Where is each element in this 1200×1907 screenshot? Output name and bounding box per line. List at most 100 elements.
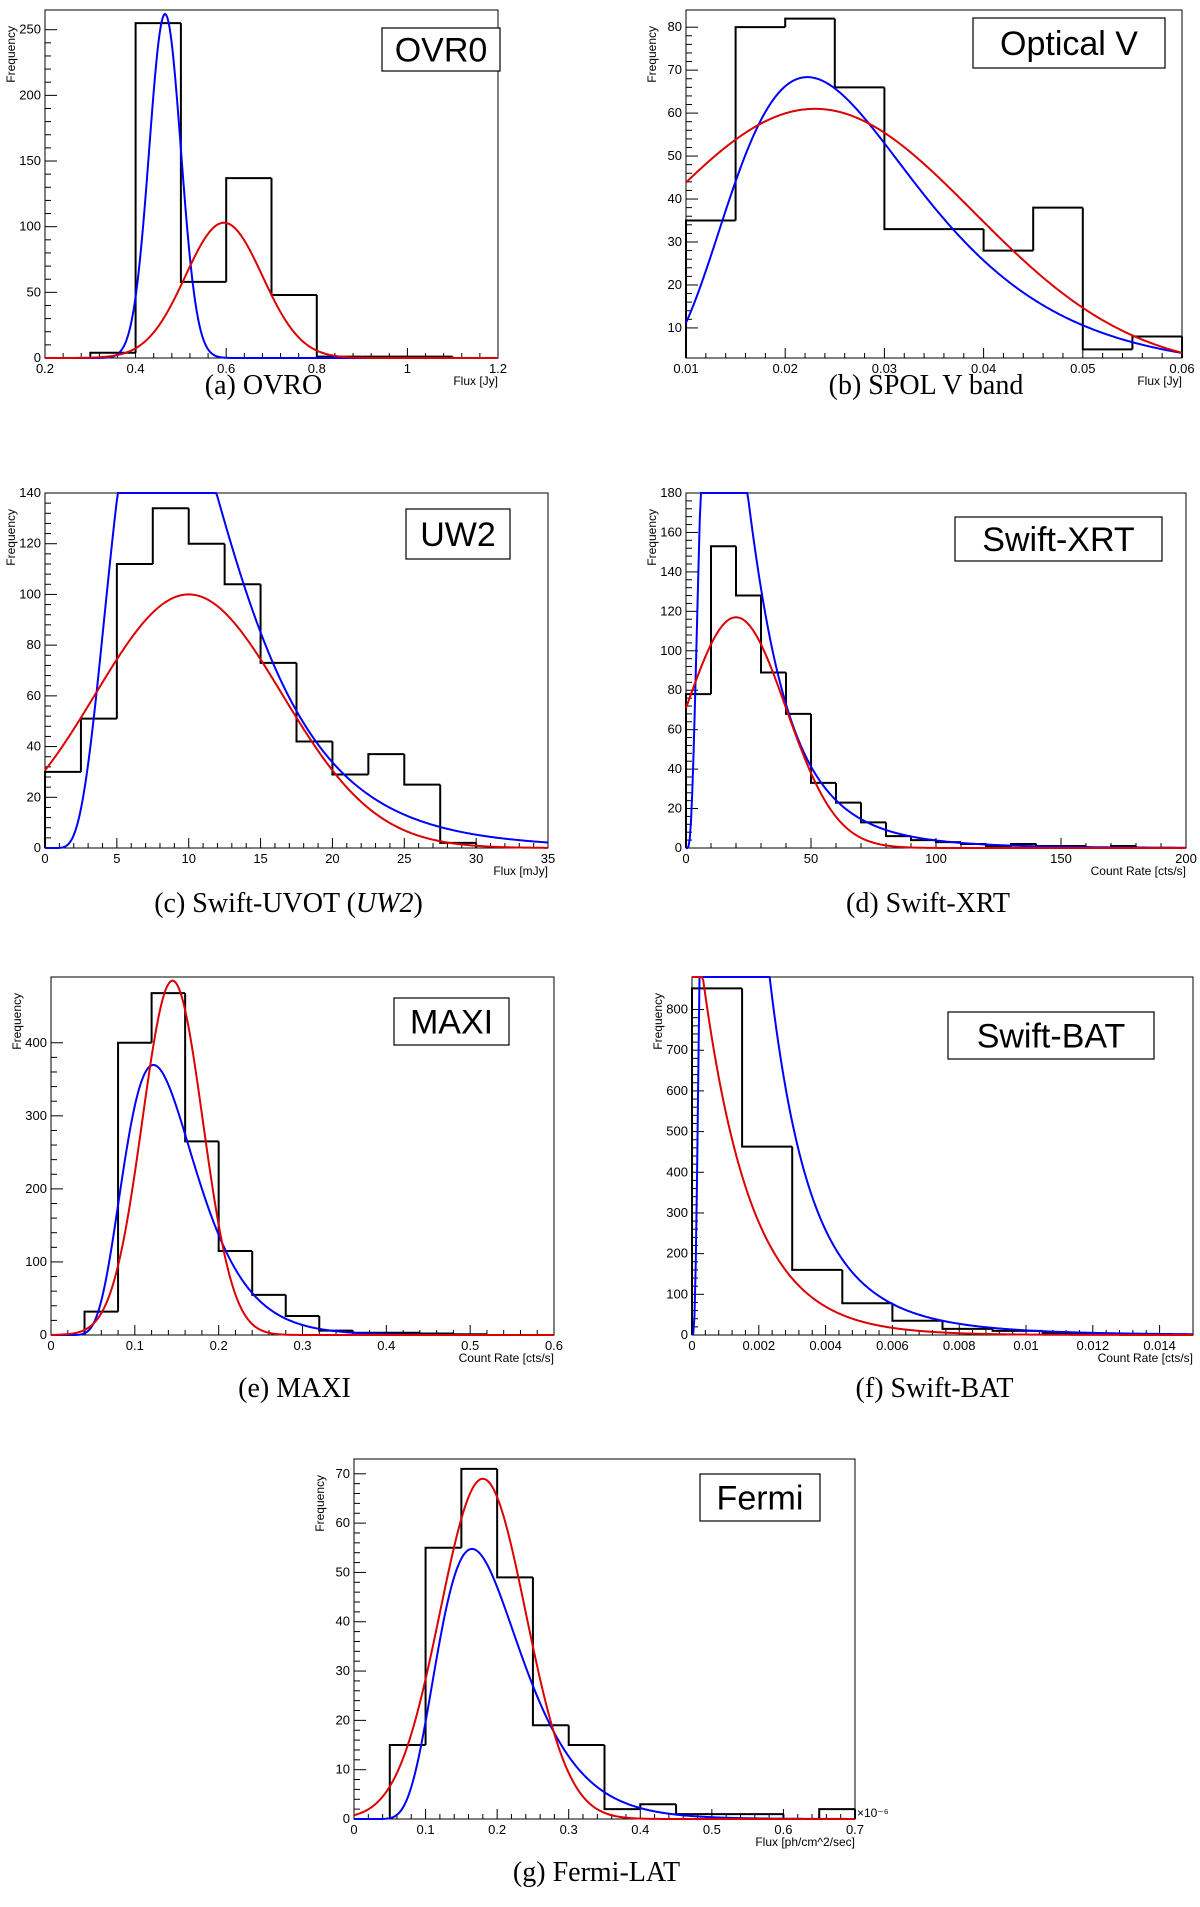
histogram-bin [710,545,736,695]
caption-text: MAXI [276,1373,351,1404]
caption-g: (g) Fermi-LAT [513,1857,680,1889]
x-tick-label: 100 [925,851,947,866]
y-axis-title: Frequency [645,509,659,566]
histogram-bin [318,1316,353,1332]
x-axis-title: Count Rate [cts/s] [1091,864,1186,878]
fit-curve [685,76,1183,354]
legend-label: Swift-BAT [977,1018,1126,1056]
y-tick-label: 100 [666,1286,688,1301]
x-axis-title: Flux [Jy] [1137,374,1182,388]
plot-frame [685,9,1183,359]
fit-curve [685,616,1186,849]
y-tick-label: 160 [660,524,682,539]
legend-box [393,997,510,1046]
histogram-bin [1081,207,1133,351]
y-tick-label: 180 [660,485,682,500]
histogram-bin [44,770,81,848]
y-tick-label: 200 [25,1181,47,1196]
x-tick-label: 0 [47,1338,54,1353]
x-tick-label: 5 [113,851,120,866]
caption-text: SPOL V band [868,370,1024,401]
histogram-bin [151,507,189,564]
y-tick-label: 0 [34,840,41,855]
histogram-bin [150,992,186,1043]
caption-prefix: (f) [855,1373,891,1404]
y-tick-label: 30 [336,1663,350,1678]
x-tick-label: 0 [350,1822,357,1837]
x-tick-label: 0.2 [210,1338,228,1353]
x-tick-label: 150 [1050,851,1072,866]
caption-b: (b) SPOL V band [829,370,1024,402]
x-tick-label: 50 [804,851,818,866]
x-tick-label: 0.1 [417,1822,435,1837]
fit-curve [44,593,548,849]
histogram-bin [217,1141,253,1252]
y-tick-label: 50 [27,284,41,299]
histogram-bin [315,294,363,358]
x-tick-label: 0.04 [971,361,996,376]
x-tick-label: 0 [682,851,689,866]
y-tick-label: 100 [19,586,41,601]
chart-a: 0.2 0.4 0.6 0.8 1 1.2 0 50 100 150 200 250 Flux [Jy]… [4,9,507,388]
y-axis-title: Frequency [645,26,659,83]
caption-prefix: (a) [204,370,243,401]
y-tick-label: 400 [666,1164,688,1179]
histogram-bin [941,1320,993,1330]
plot-frame [353,1458,856,1820]
histogram-bin [841,1269,893,1305]
x-tick-label: 0.06 [1169,361,1194,376]
caption-prefix: (e) [238,1373,277,1404]
chart-g: 0 0.1 0.2 0.3 0.4 0.5 0.6 0.7 0 10 20 30 40 50 60 70 Flu… [313,1458,889,1849]
y-tick-label: 40 [668,761,682,776]
histogram-bin [982,229,1034,252]
y-tick-label: 60 [668,722,682,737]
y-tick-label: 500 [666,1124,688,1139]
histogram-bin [295,662,333,743]
y-tick-label: 70 [668,62,682,77]
legend-box [972,17,1166,69]
x-tick-label: 30 [469,851,483,866]
x-tick-label: 20 [325,851,339,866]
y-tick-label: 70 [336,1466,350,1481]
y-tick-label: 20 [336,1712,350,1727]
x-tick-label: 0.3 [293,1338,311,1353]
x-axis-title: Flux [Jy] [453,374,498,388]
histogram-bin [891,1303,943,1322]
histogram-bin [833,18,885,89]
y-tick-label: 200 [19,87,41,102]
y-tick-label: 100 [660,643,682,658]
x-tick-label: 0.2 [488,1822,506,1837]
caption-e: (e) MAXI [238,1373,351,1405]
fit-curve [353,1477,855,1820]
y-tick-label: 120 [19,536,41,551]
legend-box [405,508,511,560]
y-tick-label: 0 [343,1811,350,1826]
x-tick-label: 0.5 [461,1338,479,1353]
x-tick-label: 0.014 [1143,1338,1176,1353]
histogram-bin [1131,335,1182,350]
y-tick-label: 100 [19,219,41,234]
histogram-bin [691,987,743,1335]
x-tick-label: 0.01 [1013,1338,1038,1353]
y-tick-label: 0 [681,1327,688,1342]
chart-d: 0 50 100 150 200 0 20 40 60 80 100 120 140 160 180 Coun… [645,485,1197,878]
caption-text: Swift-UVOT ( [192,888,356,919]
histogram-bin [603,1745,641,1811]
fit-curve [45,492,549,849]
legend-label: Fermi [717,1480,804,1518]
caption-prefix: (b) [828,370,869,401]
histogram-bin [225,177,272,282]
histogram-bin [187,508,225,545]
fit-curve [692,976,1193,1336]
y-tick-label: 120 [660,603,682,618]
y-tick-label: 0 [40,1327,47,1342]
y-tick-label: 140 [660,564,682,579]
histogram-bin [367,753,405,775]
histogram-bin [418,1332,454,1335]
x-exponent-label: ×10⁻⁶ [857,1806,889,1820]
x-tick-label: 0 [688,1338,695,1353]
histogram-bin [639,1803,677,1810]
y-tick-label: 20 [668,801,682,816]
x-tick-label: 25 [397,851,411,866]
x-tick-label: 0.5 [703,1822,721,1837]
